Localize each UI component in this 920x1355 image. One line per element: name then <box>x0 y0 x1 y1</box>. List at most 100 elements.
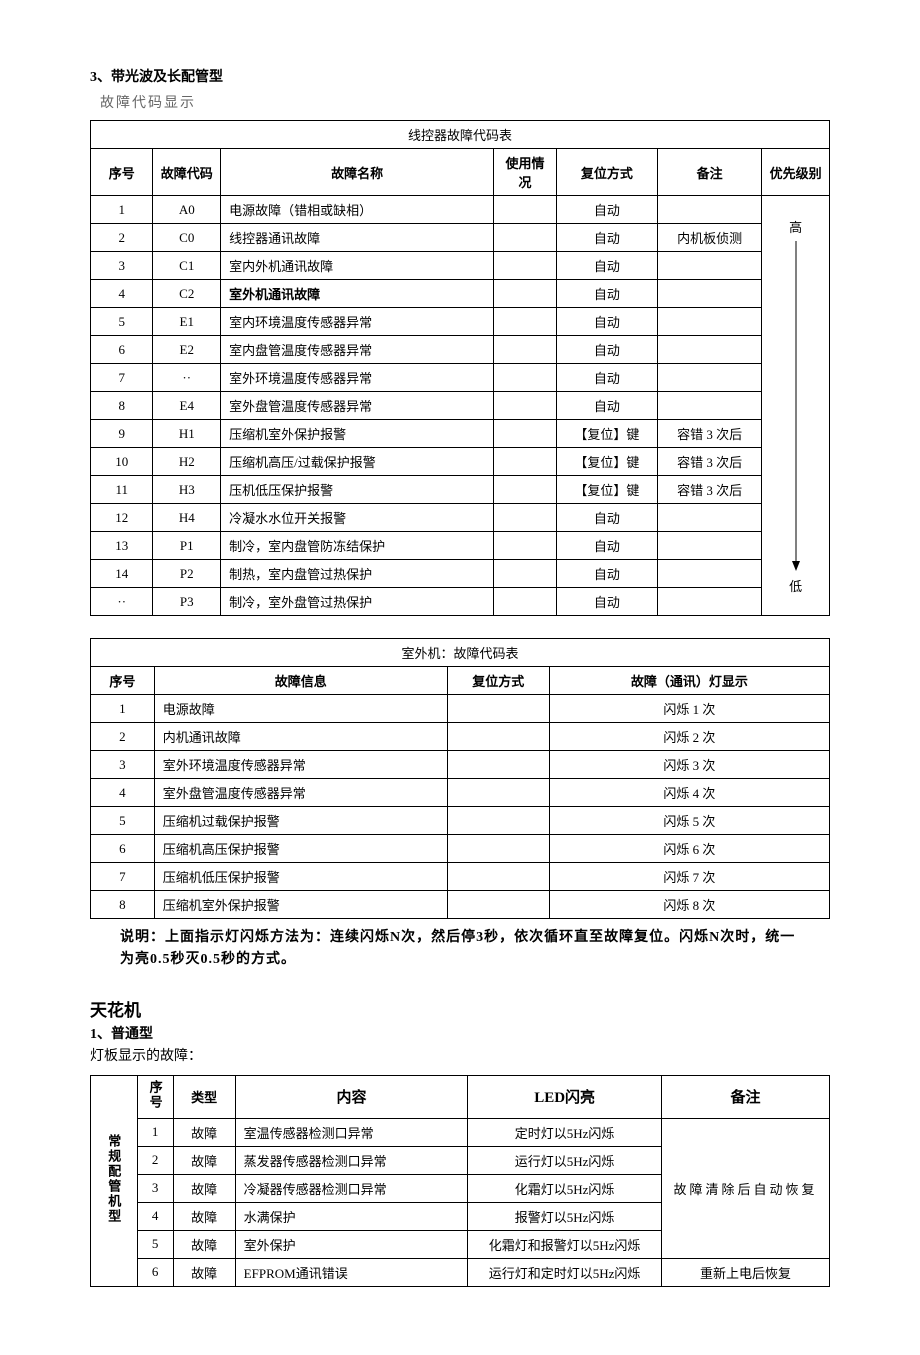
fault-code-table-3: 常规配管机型序号类型内容LED闪亮备注1故障室温传感器检测口异常定时灯以5Hz闪… <box>90 1075 830 1287</box>
priority-top: 高 <box>789 217 802 236</box>
cell: 10 <box>91 448 153 476</box>
section-heading: 3、带光波及长配管型 <box>90 66 830 86</box>
cell: 化霜灯和报警灯以5Hz闪烁 <box>468 1230 662 1258</box>
cell: H3 <box>153 476 221 504</box>
col-header: 使用情况 <box>494 149 556 196</box>
col-header: 故障信息 <box>154 667 447 695</box>
cell <box>447 779 549 807</box>
cell: 11 <box>91 476 153 504</box>
cell: C2 <box>153 280 221 308</box>
cell: 5 <box>91 807 155 835</box>
cell: P3 <box>153 588 221 616</box>
cell: 室外机通讯故障 <box>221 280 494 308</box>
cell <box>447 807 549 835</box>
cell: 室外环境温度传感器异常 <box>154 751 447 779</box>
cell: 6 <box>137 1258 173 1286</box>
cell: C0 <box>153 224 221 252</box>
cell: 自动 <box>556 280 657 308</box>
cell <box>494 560 556 588</box>
cell: 7 <box>91 863 155 891</box>
cell <box>494 196 556 224</box>
cell: 故障 <box>173 1230 235 1258</box>
cell <box>447 751 549 779</box>
cell: 2 <box>91 224 153 252</box>
cell <box>494 476 556 504</box>
fault-code-table-2: 室外机：故障代码表序号故障信息复位方式故障（通讯）灯显示1电源故障闪烁 1 次2… <box>90 638 830 919</box>
cell: 自动 <box>556 588 657 616</box>
col-header: 备注 <box>658 149 762 196</box>
cell: 12 <box>91 504 153 532</box>
fault-code-table-1: 线控器故障代码表序号故障代码故障名称使用情况复位方式备注优先级别1A0电源故障（… <box>90 120 830 616</box>
cell: 电源故障（错相或缺相） <box>221 196 494 224</box>
col-header: LED闪亮 <box>468 1075 662 1118</box>
cell <box>494 420 556 448</box>
cell: C1 <box>153 252 221 280</box>
cell <box>658 560 762 588</box>
table-row: 11H3压机低压保护报警【复位】键容错 3 次后 <box>91 476 830 504</box>
cell: 电源故障 <box>154 695 447 723</box>
cell: 3 <box>91 751 155 779</box>
table-row: 4C2室外机通讯故障自动 <box>91 280 830 308</box>
cell <box>658 280 762 308</box>
cell: 内机通讯故障 <box>154 723 447 751</box>
cell: 压缩机高压保护报警 <box>154 835 447 863</box>
cell <box>447 863 549 891</box>
table-row: 8压缩机室外保护报警闪烁 8 次 <box>91 891 830 919</box>
cell: 闪烁 6 次 <box>549 835 829 863</box>
col-header: 故障名称 <box>221 149 494 196</box>
cell: 2 <box>91 723 155 751</box>
cell: 定时灯以5Hz闪烁 <box>468 1118 662 1146</box>
table-row: 9H1压缩机室外保护报警【复位】键容错 3 次后 <box>91 420 830 448</box>
cell: 故障 <box>173 1174 235 1202</box>
cell: 14 <box>91 560 153 588</box>
cell <box>447 695 549 723</box>
col-header: 序号 <box>91 149 153 196</box>
table-row: 13P1制冷，室内盘管防冻结保护自动 <box>91 532 830 560</box>
cell <box>447 891 549 919</box>
cell: ·· <box>153 364 221 392</box>
cell: 容错 3 次后 <box>658 476 762 504</box>
cell: 闪烁 1 次 <box>549 695 829 723</box>
cell <box>494 532 556 560</box>
cell: 3 <box>91 252 153 280</box>
cell: 4 <box>91 779 155 807</box>
table-row: 1A0电源故障（错相或缺相）自动高低 <box>91 196 830 224</box>
cell <box>447 723 549 751</box>
priority-cell: 高低 <box>762 196 830 616</box>
cell: 室内外机通讯故障 <box>221 252 494 280</box>
cell <box>658 504 762 532</box>
table-row: 6压缩机高压保护报警闪烁 6 次 <box>91 835 830 863</box>
cell <box>494 392 556 420</box>
cell: 化霜灯以5Hz闪烁 <box>468 1174 662 1202</box>
cell: 蒸发器传感器检测口异常 <box>235 1146 468 1174</box>
cell: 制热，室内盘管过热保护 <box>221 560 494 588</box>
cell: 重新上电后恢复 <box>662 1258 830 1286</box>
table-row: 8E4室外盘管温度传感器异常自动 <box>91 392 830 420</box>
cell: 压缩机低压保护报警 <box>154 863 447 891</box>
cell: 【复位】键 <box>556 420 657 448</box>
table-row: 1故障室温传感器检测口异常定时灯以5Hz闪烁故障清除后自动恢复 <box>91 1118 830 1146</box>
cell: 故障 <box>173 1146 235 1174</box>
cell <box>658 252 762 280</box>
remark-merged: 故障清除后自动恢复 <box>662 1118 830 1258</box>
table-row: 6故障EFPROM通讯错误运行灯和定时灯以5Hz闪烁重新上电后恢复 <box>91 1258 830 1286</box>
table-row: 3室外环境温度传感器异常闪烁 3 次 <box>91 751 830 779</box>
cell: 故障 <box>173 1202 235 1230</box>
cell: H2 <box>153 448 221 476</box>
cell: 5 <box>91 308 153 336</box>
table-row: 7··室外环境温度传感器异常自动 <box>91 364 830 392</box>
cell: 制冷，室外盘管过热保护 <box>221 588 494 616</box>
cell: E1 <box>153 308 221 336</box>
note-text: 说明：上面指示灯闪烁方法为：连续闪烁N次，然后停3秒，依次循环直至故障复位。闪烁… <box>120 927 810 972</box>
cell: EFPROM通讯错误 <box>235 1258 468 1286</box>
cell: P2 <box>153 560 221 588</box>
cell: 9 <box>91 420 153 448</box>
col-header: 复位方式 <box>556 149 657 196</box>
cell <box>494 336 556 364</box>
cell: 水满保护 <box>235 1202 468 1230</box>
section2-plain: 灯板显示的故障： <box>90 1045 830 1065</box>
cell: 容错 3 次后 <box>658 448 762 476</box>
cell <box>658 532 762 560</box>
cell <box>494 364 556 392</box>
cell: 压机低压保护报警 <box>221 476 494 504</box>
